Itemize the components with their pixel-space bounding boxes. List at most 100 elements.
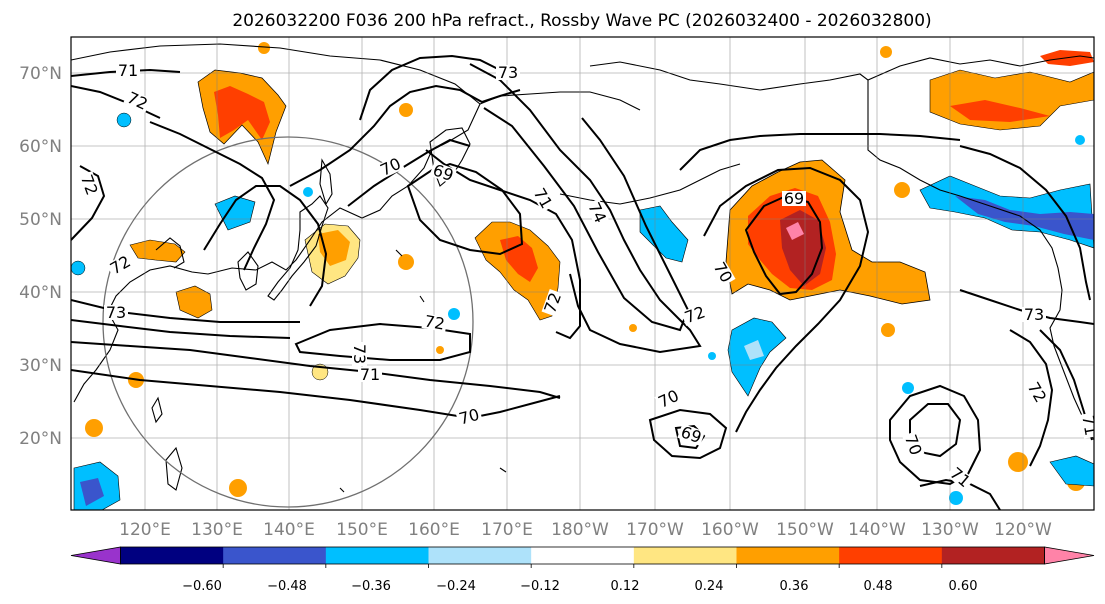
shade-gulf-pink bbox=[786, 222, 804, 240]
contour-72-coast bbox=[1009, 329, 1054, 467]
coast-asia-2 bbox=[155, 237, 185, 269]
contour-labels: 71 72 73 70 69 71 74 72 72 73 72 72 73 7… bbox=[77, 61, 1100, 491]
colorbar-label-4: −0.12 bbox=[520, 579, 560, 594]
contour-71-south bbox=[889, 384, 982, 486]
shade-kamchatka-red bbox=[500, 236, 538, 282]
contour-73-east bbox=[959, 145, 1091, 301]
shade-spot-10 bbox=[894, 182, 910, 198]
lon-label-150e: 150°E bbox=[336, 520, 388, 540]
coast-asia bbox=[71, 43, 481, 403]
colorbar-swatch-8 bbox=[941, 547, 1045, 564]
contour-73-west bbox=[71, 319, 291, 339]
contour-69-kam bbox=[406, 162, 524, 256]
shade-spot-8 bbox=[1008, 452, 1028, 472]
shade-blue-spot-1 bbox=[116, 112, 132, 128]
shade-spot-13 bbox=[258, 42, 270, 54]
coastlines bbox=[71, 43, 1094, 493]
lon-label-180w: 180°W bbox=[551, 520, 609, 540]
shade-blue-spot-5 bbox=[902, 382, 914, 394]
shade-yellowsea-orange bbox=[129, 239, 186, 263]
contour-72-pac bbox=[294, 322, 471, 361]
lat-label-50n: 50°N bbox=[19, 210, 62, 230]
shade-spot-3 bbox=[629, 324, 637, 332]
colorbar-swatches bbox=[70, 546, 1095, 568]
shade-blue-spot-4 bbox=[448, 308, 460, 320]
coast-korea bbox=[237, 251, 259, 291]
lon-label-140w: 140°W bbox=[848, 520, 906, 540]
contour-71-cent bbox=[203, 185, 328, 307]
colorbar-swatch-6 bbox=[736, 547, 840, 564]
colorbar-labels: −0.60 −0.48 −0.36 −0.24 −0.12 0.12 0.24 … bbox=[182, 579, 977, 594]
shade-hawaii-lightblue bbox=[744, 340, 764, 360]
shade-mongolia-blue bbox=[214, 195, 256, 231]
shade-spot-7 bbox=[229, 479, 247, 497]
lon-label-150w: 150°W bbox=[776, 520, 834, 540]
shade-dateline-blue bbox=[639, 205, 689, 263]
shade-spot-11 bbox=[398, 254, 414, 270]
shade-alaska-darkblue bbox=[955, 196, 1094, 240]
lat-label-40n: 40°N bbox=[19, 283, 62, 303]
coast-alaska bbox=[589, 61, 1094, 441]
lat-label-60n: 60°N bbox=[19, 137, 62, 157]
lon-label-130e: 130°E bbox=[191, 520, 243, 540]
shade-spot-6 bbox=[85, 419, 103, 437]
negative-anomaly-shading bbox=[71, 112, 1094, 510]
contour-label-69-gulf: 69 bbox=[784, 189, 804, 208]
contour-label-71-coast: 71 bbox=[1078, 414, 1100, 437]
shade-spot-4 bbox=[881, 323, 895, 337]
colorbar-swatch-7 bbox=[839, 547, 943, 564]
shade-china-orange bbox=[175, 285, 213, 319]
contour-label-73-north: 73 bbox=[498, 63, 518, 82]
contour-70-hawaii bbox=[648, 408, 728, 460]
contour-71-pac bbox=[71, 341, 561, 399]
colorbar: −0.60 −0.48 −0.36 −0.24 −0.12 0.12 0.24 … bbox=[70, 546, 1095, 594]
lon-label-170w: 170°W bbox=[626, 520, 684, 540]
map-title: 2026032200 F036 200 hPa refract., Rossby… bbox=[232, 11, 931, 31]
latitude-labels: 70°N 60°N 50°N 40°N 30°N 20°N bbox=[19, 64, 62, 449]
great-circle-ring bbox=[102, 136, 474, 508]
coast-sakhalin bbox=[319, 158, 333, 206]
shade-spot-12 bbox=[399, 103, 413, 117]
colorbar-label-8: 0.48 bbox=[864, 579, 893, 594]
shade-spot-2 bbox=[436, 346, 444, 354]
contour-label-70-pacific: 70 bbox=[457, 405, 482, 429]
shade-siberia-red bbox=[214, 86, 270, 140]
lon-label-120w: 120°W bbox=[994, 520, 1052, 540]
contour-73-mid bbox=[359, 54, 501, 121]
colorbar-swatch-3 bbox=[428, 547, 532, 564]
lon-label-130w: 130°W bbox=[921, 520, 979, 540]
shade-ph-darkblue bbox=[80, 478, 104, 506]
lon-label-140e: 140°E bbox=[263, 520, 315, 540]
contour-72-asia bbox=[149, 121, 276, 271]
shade-blue-spot-8 bbox=[708, 352, 716, 360]
colorbar-swatch-1 bbox=[223, 547, 327, 564]
contour-70-pac bbox=[71, 369, 561, 420]
map-panel: 71 72 73 70 69 71 74 72 72 73 72 72 73 7… bbox=[70, 36, 1100, 511]
shade-blue-spot-3 bbox=[303, 187, 313, 197]
colorbar-swatch-2 bbox=[325, 547, 429, 564]
lon-label-160e: 160°E bbox=[408, 520, 460, 540]
colorbar-swatch-5 bbox=[633, 547, 737, 564]
coast-canada-north bbox=[867, 55, 1094, 81]
lat-label-30n: 30°N bbox=[19, 356, 62, 376]
gridlines bbox=[71, 37, 1094, 510]
contour-label-73-china: 73 bbox=[106, 303, 126, 322]
shade-baja-blue bbox=[1049, 455, 1094, 487]
colorbar-label-6: 0.24 bbox=[695, 579, 724, 594]
shade-blue-spot-7 bbox=[1075, 135, 1085, 145]
shade-spot-14 bbox=[880, 46, 892, 58]
contour-72-mid bbox=[289, 84, 521, 187]
colorbar-extend-min bbox=[70, 546, 121, 565]
contour-70-kam bbox=[347, 138, 471, 207]
lat-label-20n: 20°N bbox=[19, 429, 62, 449]
lon-label-160w: 160°W bbox=[701, 520, 759, 540]
coast-taiwan bbox=[151, 396, 163, 424]
colorbar-label-7: 0.36 bbox=[780, 579, 809, 594]
contour-label-71-pacific: 71 bbox=[360, 365, 380, 384]
coast-philippines bbox=[165, 446, 183, 491]
colorbar-label-5: 0.12 bbox=[611, 579, 640, 594]
contour-73-north bbox=[469, 63, 702, 354]
coast-japan bbox=[267, 195, 329, 301]
colorbar-swatch-4 bbox=[531, 547, 635, 564]
